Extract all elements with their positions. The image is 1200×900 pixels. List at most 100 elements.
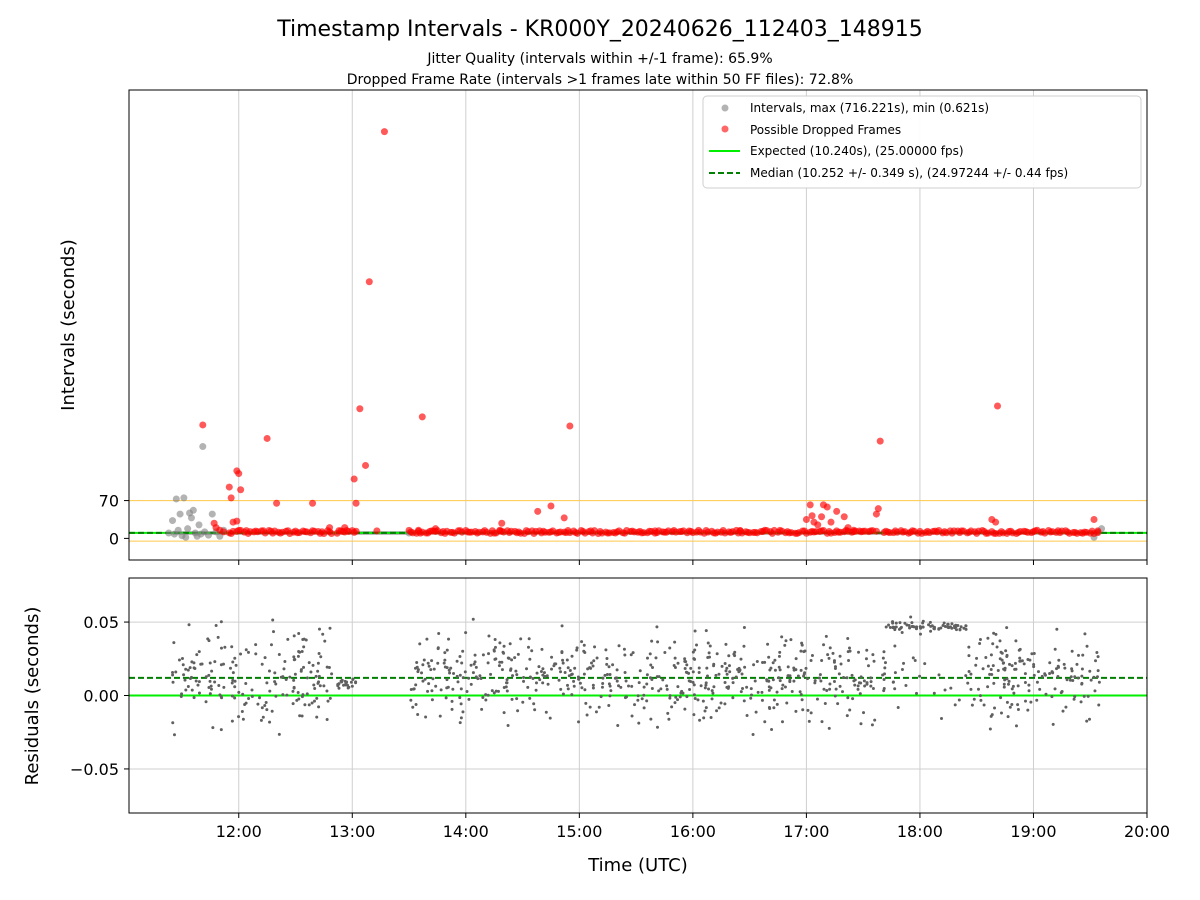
- residual-point: [911, 656, 915, 660]
- residual-point: [999, 696, 1003, 700]
- residual-point: [780, 687, 784, 691]
- residual-point: [566, 687, 570, 691]
- residual-point: [859, 722, 863, 726]
- residual-point: [300, 714, 304, 718]
- residual-point: [691, 670, 695, 674]
- residual-point: [484, 698, 488, 702]
- residual-point: [1050, 695, 1054, 699]
- residual-point: [481, 653, 485, 657]
- residual-point: [1018, 647, 1022, 651]
- residual-point: [219, 646, 223, 650]
- residual-point: [993, 706, 997, 710]
- residual-point: [505, 678, 509, 682]
- residual-point: [586, 667, 590, 671]
- residual-point: [563, 670, 567, 674]
- residual-point: [742, 626, 746, 630]
- residual-point: [645, 682, 649, 686]
- residual-point: [948, 625, 952, 629]
- residual-point: [496, 689, 500, 693]
- residual-point: [519, 637, 523, 641]
- residual-point: [788, 678, 792, 682]
- residual-point: [300, 650, 304, 654]
- residual-point: [568, 669, 572, 673]
- residual-point: [969, 672, 973, 676]
- residual-point: [903, 621, 907, 625]
- residual-point: [950, 622, 954, 626]
- residual-point: [593, 645, 597, 649]
- residual-point: [171, 671, 175, 675]
- residual-point: [858, 692, 862, 696]
- residual-point: [231, 660, 235, 664]
- residual-point: [780, 635, 784, 639]
- residual-point: [208, 661, 212, 665]
- residual-point: [1092, 675, 1096, 679]
- residuals-y-tick-label: 0.05: [83, 613, 119, 632]
- residual-point: [317, 674, 321, 678]
- residual-point: [184, 688, 188, 692]
- residual-point: [731, 676, 735, 680]
- residual-point: [514, 669, 518, 673]
- residual-point: [899, 626, 903, 630]
- interval-point: [176, 510, 184, 518]
- residual-point: [994, 632, 998, 636]
- residual-point: [533, 708, 537, 712]
- dropped-frame-highlight: [736, 527, 744, 535]
- residual-point: [949, 686, 953, 690]
- residual-point: [575, 646, 579, 650]
- residual-point: [932, 627, 936, 631]
- residual-point: [584, 701, 588, 705]
- residual-point: [946, 622, 950, 626]
- residual-point: [497, 664, 501, 668]
- residual-point: [719, 701, 723, 705]
- residual-point: [842, 676, 846, 680]
- residual-point: [731, 696, 735, 700]
- residual-point: [659, 687, 663, 691]
- residual-point: [1069, 675, 1073, 679]
- residual-point: [281, 693, 285, 697]
- residual-point: [809, 711, 813, 715]
- x-tick-label: 20:00: [1124, 822, 1170, 841]
- residual-point: [820, 720, 824, 724]
- residual-point: [655, 675, 659, 679]
- dropped-frame-highlight: [352, 499, 360, 507]
- residual-point: [430, 689, 434, 693]
- residual-point: [270, 709, 274, 713]
- residual-point: [862, 679, 866, 683]
- residual-point: [261, 715, 265, 719]
- residual-point: [1072, 697, 1076, 701]
- residual-point: [452, 672, 456, 676]
- intervals-y-ticks: 0 70: [99, 492, 129, 548]
- residual-point: [732, 652, 736, 656]
- residual-point: [1043, 673, 1047, 677]
- dropped-frame-highlight: [498, 519, 506, 527]
- residual-point: [708, 644, 712, 648]
- intervals-x-ticks: [238, 560, 1148, 565]
- interval-point: [204, 531, 212, 539]
- residual-point: [474, 675, 478, 679]
- residual-point: [611, 663, 615, 667]
- residual-point: [286, 637, 290, 641]
- residual-point: [321, 632, 325, 636]
- residual-point: [767, 679, 771, 683]
- residual-point: [731, 681, 735, 685]
- residual-point: [422, 658, 426, 662]
- residual-point: [630, 684, 634, 688]
- residual-point: [302, 665, 306, 669]
- residual-point: [978, 638, 982, 642]
- residual-point: [1081, 653, 1085, 657]
- residual-point: [228, 666, 232, 670]
- residual-point: [799, 692, 803, 696]
- dropped-frame-highlight: [273, 499, 281, 507]
- residual-point: [274, 682, 278, 686]
- residual-point: [649, 663, 653, 667]
- residual-point: [623, 671, 627, 675]
- legend-label-median: Median (10.252 +/- 0.349 s), (24.97244 +…: [750, 166, 1068, 180]
- residual-point: [624, 679, 628, 683]
- dropped-frame-highlight: [415, 526, 423, 534]
- residual-point: [516, 652, 520, 656]
- residual-point: [833, 694, 837, 698]
- residual-point: [177, 658, 181, 662]
- residual-point: [724, 642, 728, 646]
- residual-point: [992, 631, 996, 635]
- residual-point: [427, 682, 431, 686]
